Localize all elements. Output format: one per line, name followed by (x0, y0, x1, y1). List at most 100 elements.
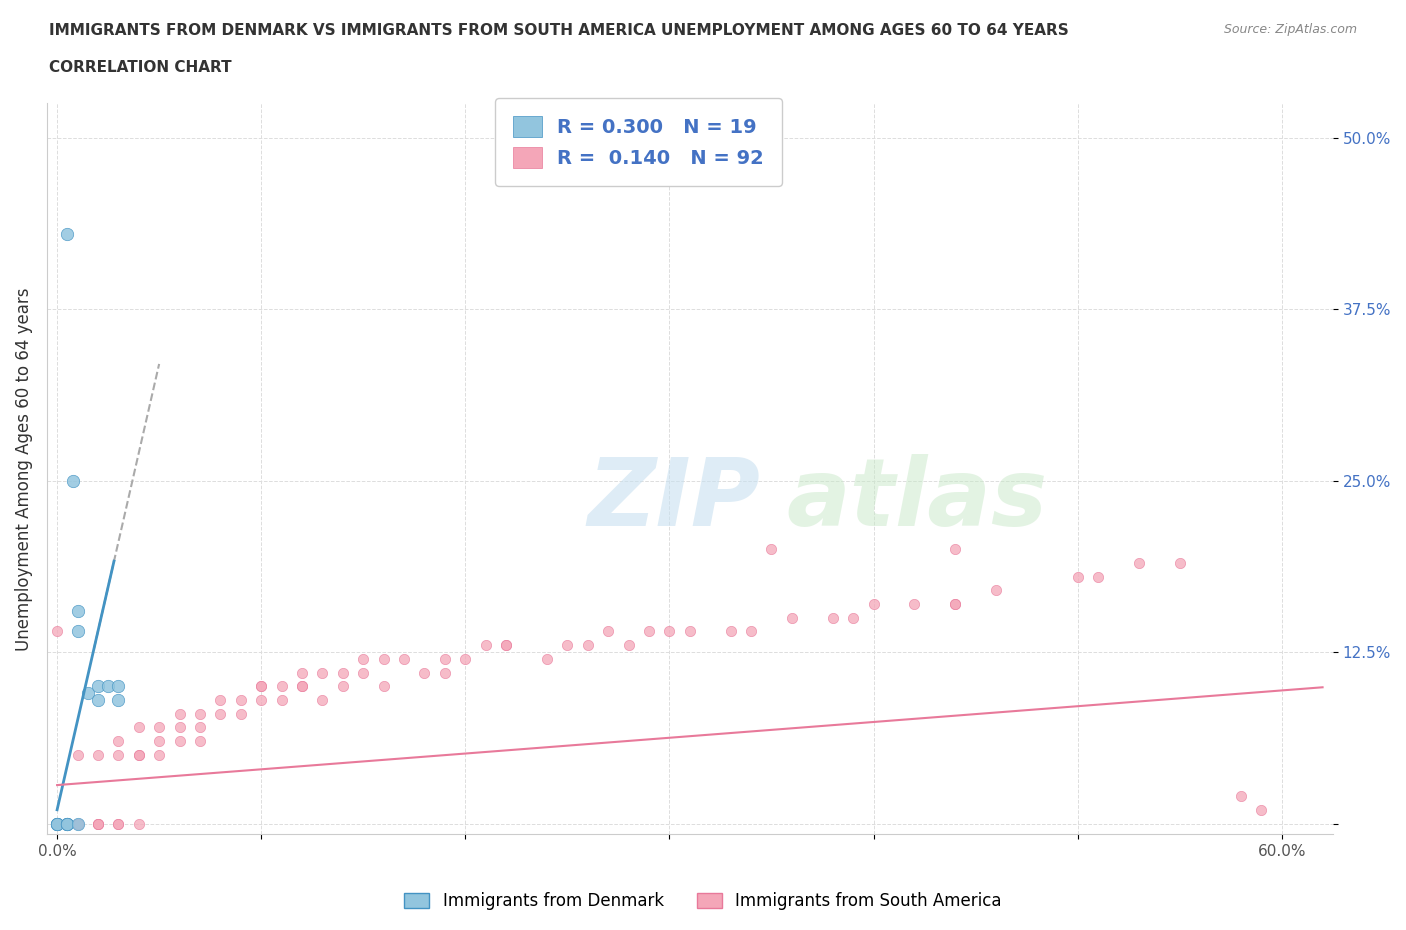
Point (495, 638, 517, 653)
Point (1250, 803, 1272, 817)
Point (1066, 569, 1088, 584)
Point (842, 610, 865, 625)
Text: atlas: atlas (786, 454, 1047, 546)
Point (373, 679, 395, 694)
Point (943, 596, 966, 611)
Point (740, 624, 762, 639)
Point (454, 651, 477, 666)
Point (943, 541, 966, 556)
Point (250, 679, 273, 694)
Point (188, 720, 211, 735)
Point (433, 651, 456, 666)
Point (821, 610, 844, 625)
Point (188, 706, 211, 721)
Point (291, 665, 314, 680)
Point (56, 816, 79, 830)
Point (46, 816, 69, 830)
Point (903, 596, 925, 611)
Point (250, 693, 273, 708)
Point (658, 624, 681, 639)
Point (46, 816, 69, 830)
Point (46, 816, 69, 830)
Point (56, 816, 79, 830)
Point (46, 816, 69, 830)
Point (46, 816, 69, 830)
Point (87, 748, 110, 763)
Y-axis label: Unemployment Among Ages 60 to 64 years: Unemployment Among Ages 60 to 64 years (15, 287, 32, 651)
Point (229, 693, 252, 708)
Point (352, 665, 374, 680)
Text: CORRELATION CHART: CORRELATION CHART (49, 60, 232, 75)
Point (107, 693, 129, 708)
Point (87, 816, 110, 830)
Point (107, 734, 129, 749)
Point (862, 596, 884, 611)
Point (97, 679, 120, 694)
Point (66, 816, 89, 830)
Point (56, 226, 79, 241)
Point (66, 816, 89, 830)
Point (474, 638, 496, 653)
Point (169, 706, 191, 721)
Point (46, 816, 69, 830)
Point (107, 816, 129, 830)
Point (107, 679, 129, 694)
Text: IMMIGRANTS FROM DENMARK VS IMMIGRANTS FROM SOUTH AMERICA UNEMPLOYMENT AMONG AGES: IMMIGRANTS FROM DENMARK VS IMMIGRANTS FR… (49, 23, 1069, 38)
Point (76, 685, 98, 700)
Point (46, 624, 69, 639)
Point (169, 734, 191, 749)
Text: Source: ZipAtlas.com: Source: ZipAtlas.com (1223, 23, 1357, 36)
Point (536, 651, 558, 666)
Point (66, 816, 89, 830)
Point (1230, 789, 1253, 804)
Point (291, 679, 314, 694)
Point (46, 816, 69, 830)
Point (46, 816, 69, 830)
Point (66, 604, 89, 618)
Point (46, 816, 69, 830)
Point (46, 816, 69, 830)
Point (495, 638, 517, 653)
Point (66, 816, 89, 830)
Point (128, 816, 150, 830)
Point (433, 665, 456, 680)
Point (169, 720, 191, 735)
Point (720, 624, 742, 639)
Point (598, 624, 620, 639)
Point (1087, 569, 1109, 584)
Point (392, 651, 415, 666)
Point (638, 624, 661, 639)
Point (107, 816, 129, 830)
Point (107, 748, 129, 763)
Point (1168, 555, 1191, 570)
Point (66, 624, 89, 639)
Point (270, 693, 292, 708)
Point (209, 706, 232, 721)
Point (617, 638, 640, 653)
Point (291, 679, 314, 694)
Point (148, 748, 170, 763)
Point (576, 638, 599, 653)
Point (984, 583, 1007, 598)
Point (229, 706, 252, 721)
Point (56, 816, 79, 830)
Point (87, 816, 110, 830)
Point (209, 693, 232, 708)
Point (250, 679, 273, 694)
Point (413, 665, 436, 680)
Point (780, 610, 803, 625)
Point (270, 679, 292, 694)
Point (128, 748, 150, 763)
Point (352, 651, 374, 666)
Point (66, 816, 89, 830)
Point (128, 720, 150, 735)
Point (188, 734, 211, 749)
Point (943, 596, 966, 611)
Point (311, 693, 333, 708)
Legend: Immigrants from Denmark, Immigrants from South America: Immigrants from Denmark, Immigrants from… (398, 885, 1008, 917)
Text: ZIP: ZIP (586, 454, 759, 546)
Point (87, 679, 110, 694)
Point (87, 816, 110, 830)
Point (761, 541, 783, 556)
Point (557, 638, 579, 653)
